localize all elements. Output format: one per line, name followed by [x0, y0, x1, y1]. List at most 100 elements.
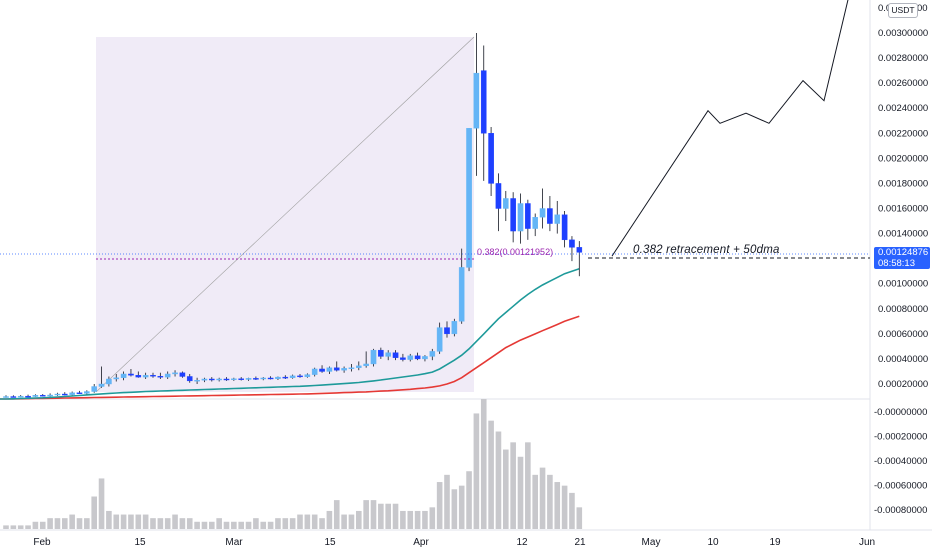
volume-tick-label: -0.00020000 [874, 432, 927, 443]
candle-body [267, 377, 274, 380]
candle-body [164, 373, 171, 378]
volume-bar [348, 514, 355, 529]
volume-bar [39, 521, 46, 529]
volume-bar [473, 413, 480, 529]
volume-bar [231, 521, 237, 529]
volume-bar [128, 514, 134, 529]
candle-body [297, 375, 303, 378]
volume-bar [32, 521, 39, 529]
time-tick-label: 15 [324, 537, 336, 548]
volume-bar [466, 471, 472, 529]
volume-bar [91, 496, 97, 529]
candle-body [289, 375, 296, 378]
volume-bar [47, 518, 53, 529]
candle-body [503, 198, 509, 209]
candle-body [150, 375, 156, 377]
candle-body [157, 376, 164, 378]
price-tick-label: 0.00200000 [878, 153, 928, 164]
candle-body [429, 351, 436, 357]
volume-bar [414, 510, 421, 529]
volume-bar [539, 467, 546, 529]
volume-bar [363, 500, 369, 529]
candle-body [488, 133, 494, 184]
candle-body [208, 378, 215, 381]
candle-body [407, 355, 414, 360]
volume-bar [576, 507, 583, 529]
volume-bar [150, 518, 156, 529]
candle-body [172, 372, 178, 375]
moving-averages [0, 267, 580, 400]
volume-bar [76, 518, 83, 529]
volume-bar [3, 525, 9, 529]
currency-badge[interactable]: USDT [888, 3, 918, 18]
price-tick-label-top-tail: 00 [917, 3, 928, 14]
volume-bar [319, 518, 325, 529]
volume-axis: -0.00000000 -0.00020000 -0.00040000 -0.0006… [874, 407, 927, 516]
volume-bar [370, 500, 377, 529]
candle-body [547, 208, 553, 224]
candle-body [385, 352, 392, 357]
time-tick-label: Jun [859, 537, 875, 548]
volume-bar [451, 489, 458, 529]
time-tick-label: 21 [574, 537, 586, 548]
volume-bar [356, 510, 362, 529]
volume-bar [179, 518, 186, 529]
volume-bar [135, 514, 142, 529]
projection-path[interactable] [611, 0, 853, 257]
candle-body [422, 356, 428, 360]
volume-bar [260, 521, 267, 529]
volume-bar [547, 474, 553, 529]
price-axis: 0.00300000 0.00280000 0.00260000 0.00240000… [878, 3, 928, 390]
volume-bar [10, 525, 17, 529]
candle-body [253, 378, 259, 380]
volume-bar [282, 518, 289, 529]
volume-tick-label: -0.00060000 [874, 481, 927, 492]
volume-bar [554, 482, 561, 529]
price-tick-label: 0.00220000 [878, 128, 928, 139]
candle-body [326, 367, 333, 372]
time-tick-label: May [642, 537, 661, 548]
time-tick-label: Apr [413, 537, 429, 548]
candle-body [39, 395, 46, 397]
candle-body [142, 375, 149, 378]
candle-body [84, 391, 90, 394]
candle-body [356, 365, 362, 368]
volume-bar [436, 482, 443, 529]
candle-body [179, 372, 186, 377]
volume-bar [385, 503, 391, 529]
price-tick-label: 0.00100000 [878, 279, 928, 290]
price-tick-label: 0.00280000 [878, 53, 928, 64]
ma100-line [0, 315, 580, 400]
candle-body [370, 349, 377, 365]
candle-body [311, 368, 318, 375]
candle-body [76, 392, 83, 394]
time-tick-label: 15 [134, 537, 146, 548]
volume-bar [157, 518, 164, 529]
retracement-annotation[interactable]: 0.382 retracement + 50dma [633, 244, 780, 256]
volume-bar [311, 514, 318, 529]
candle-body [378, 349, 384, 357]
candle-body [569, 239, 575, 248]
price-tick-label: 0.00040000 [878, 354, 928, 365]
price-tick-label-top: 0.00 [878, 3, 897, 14]
price-tick-label: 0.00180000 [878, 178, 928, 189]
candle-body [561, 214, 568, 241]
volume-bar [245, 521, 252, 529]
price-tick-label: 0.00240000 [878, 103, 928, 114]
volume-bar [510, 442, 516, 529]
volume-bar [25, 525, 31, 529]
candles [3, 33, 583, 398]
candle-body [480, 70, 487, 134]
candle-body [69, 392, 75, 395]
volume-bar [304, 514, 311, 529]
candle-body [436, 327, 443, 352]
candle-body [576, 247, 583, 253]
volume-bar [209, 521, 215, 529]
candle-body [113, 377, 120, 380]
candle-body [532, 217, 538, 229]
volume-bar [201, 521, 208, 529]
volume-bar [54, 518, 61, 529]
candle-body [47, 394, 53, 397]
volume-bar [297, 514, 303, 529]
